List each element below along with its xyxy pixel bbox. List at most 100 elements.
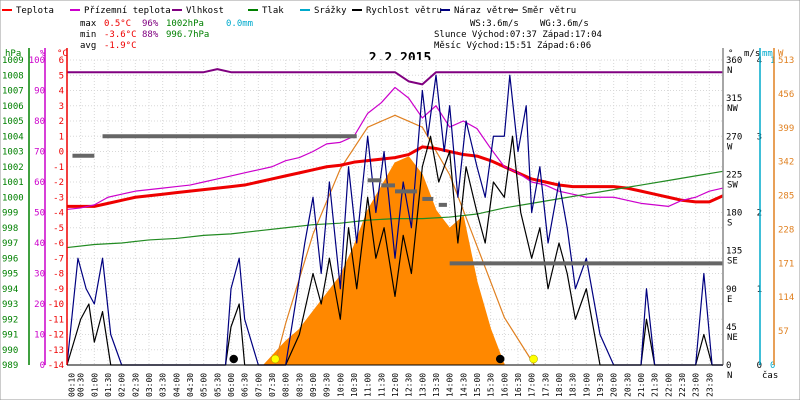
y-axis-solar-tick: 114 <box>778 293 794 303</box>
y-axis-hpa-tick: 1008 <box>2 71 24 81</box>
y-axis-direction-tick: 0 <box>726 361 731 371</box>
x-axis-tick: 22:30 <box>678 373 687 397</box>
y-axis-compass-tick: S <box>727 219 732 229</box>
stat-avg-label: avg <box>80 41 96 51</box>
y-axis-percent-tick: 90 <box>34 87 45 97</box>
x-axis-tick: 08:00 <box>282 373 291 397</box>
y-axis-compass-tick: NW <box>727 104 738 114</box>
y-axis-hpa-tick: 991 <box>2 331 18 341</box>
y-axis-direction-tick: 225 <box>726 170 742 180</box>
x-axis-tick: 18:30 <box>569 373 578 397</box>
y-axis-direction-tick: 180 <box>726 209 742 219</box>
y-axis-celsius-tick: -10 <box>48 300 64 310</box>
x-axis-tick: 05:30 <box>213 373 222 397</box>
x-axis-tick: 14:30 <box>459 373 468 397</box>
x-axis-tick: 09:00 <box>309 373 318 397</box>
sunset-marker <box>529 354 538 364</box>
stat-min-label: min <box>80 30 96 40</box>
y-axis-compass-tick: W <box>727 142 733 152</box>
y-axis-celsius-tick: -1 <box>53 163 64 173</box>
x-axis-tick: 00:10 <box>68 373 77 397</box>
y-axis-percent-tick: 30 <box>34 270 45 280</box>
x-axis-tick: 06:30 <box>241 373 250 397</box>
y-axis-celsius-tick: 6 <box>59 56 64 66</box>
y-axis-hpa-tick: 1009 <box>2 56 24 66</box>
x-axis-tick: 03:30 <box>159 373 168 397</box>
y-axis-hpa-tick: 1004 <box>2 132 24 142</box>
y-axis-compass-tick: SE <box>727 257 738 267</box>
x-axis-tick: 23:30 <box>705 373 714 397</box>
y-axis-direction-tick: 315 <box>726 94 742 104</box>
x-axis-tick: 08:30 <box>295 373 304 397</box>
y-axis-celsius-tick: -3 <box>53 193 64 203</box>
x-axis-tick: 21:30 <box>651 373 660 397</box>
y-axis-direction-label: ° <box>728 49 733 59</box>
y-axis-hpa-tick: 996 <box>2 254 18 264</box>
stat-max-rain: 0.0mm <box>226 19 253 29</box>
y-axis-hpa-tick: 1005 <box>2 117 24 127</box>
x-axis-tick: 15:00 <box>473 373 482 397</box>
series-vlhkost <box>67 68 723 86</box>
y-axis-percent-label: % <box>40 49 46 59</box>
legend-label: Srážky <box>314 6 347 16</box>
series-teplota <box>67 145 724 208</box>
legend: Teplota Přízemní teplota Vlhkost Tlak Srážky… <box>2 6 576 16</box>
y-axis-solar-tick: 456 <box>778 90 794 100</box>
y-axis-hpa-tick: 1000 <box>2 193 24 203</box>
y-axis-solar-tick: 285 <box>778 192 794 202</box>
x-axis-tick: 10:30 <box>350 373 359 397</box>
x-axis-tick: 10:00 <box>336 373 345 397</box>
y-axis-rain-tick: 1 <box>770 56 775 66</box>
x-axis-tick: 02:00 <box>118 373 127 397</box>
y-axis-direction-tick: 45 <box>726 323 737 333</box>
x-axis-tick: 21:00 <box>637 373 646 397</box>
y-axis-celsius-tick: -13 <box>48 346 64 356</box>
y-axis-solar-tick: 342 <box>778 158 794 168</box>
y-axis-percent-tick: 80 <box>34 117 45 127</box>
x-axis-tick: 13:30 <box>432 373 441 397</box>
x-axis-tick: 05:00 <box>200 373 209 397</box>
y-axis-compass-tick: NE <box>727 333 738 343</box>
solar-theoretical-line <box>274 114 535 366</box>
x-axis-tick: 17:00 <box>528 373 537 397</box>
y-axis-celsius-tick: 0 <box>59 148 64 158</box>
y-axis-rain-label: mm <box>762 49 773 59</box>
y-axis-celsius-tick: -14 <box>48 361 64 371</box>
x-axis-tick: 15:30 <box>487 373 496 397</box>
y-axis-celsius-tick: 5 <box>59 71 64 81</box>
y-axis-celsius-tick: -7 <box>53 254 64 264</box>
info-moon: Měsíc Východ:15:51 Západ:6:06 <box>434 41 591 51</box>
y-axis-compass-tick: N <box>727 66 732 76</box>
info-ws: WS:3.6m/s <box>470 19 519 29</box>
y-axis-hpa-tick: 997 <box>2 239 18 249</box>
y-axis-wind-label: m/s <box>744 49 760 59</box>
legend-label: Teplota <box>16 6 54 16</box>
y-axis-hpa-tick: 1003 <box>2 148 24 158</box>
series-tlak <box>66 170 724 249</box>
stat-min-hum: 88% <box>142 30 159 40</box>
y-axis-direction-tick: 360 <box>726 56 742 66</box>
sunrise-marker <box>271 354 280 364</box>
y-axis-direction-tick: 270 <box>726 132 742 142</box>
y-axis-compass-tick: N <box>727 371 732 381</box>
x-axis-tick: 01:30 <box>104 373 113 397</box>
x-axis-tick: 16:00 <box>500 373 509 397</box>
y-axis-hpa-tick: 1001 <box>2 178 24 188</box>
y-axis-solar-tick: 399 <box>778 124 794 134</box>
y-axis-hpa-tick: 989 <box>2 361 18 371</box>
x-axis-tick: 11:30 <box>377 373 386 397</box>
y-axis-direction-tick: 90 <box>726 285 737 295</box>
y-axis-hpa-tick: 990 <box>2 346 18 356</box>
x-axis-tick: 12:00 <box>391 373 400 397</box>
stat-max-label: max <box>80 19 97 29</box>
x-axis-tick: 12:30 <box>405 373 414 397</box>
series-p-zemn-teplota <box>66 86 724 211</box>
y-axis-direction-tick: 135 <box>726 247 742 257</box>
stats-panel: max 0.5°C 96% 1002hPa 0.0mm min -3.6°C 8… <box>80 19 253 51</box>
stat-min-temp: -3.6°C <box>104 30 137 40</box>
y-axis-celsius-tick: -8 <box>53 270 64 280</box>
legend-label: Vlhkost <box>186 6 224 16</box>
x-axis-tick: 16:30 <box>514 373 523 397</box>
y-axis-celsius-tick: -11 <box>48 315 64 325</box>
